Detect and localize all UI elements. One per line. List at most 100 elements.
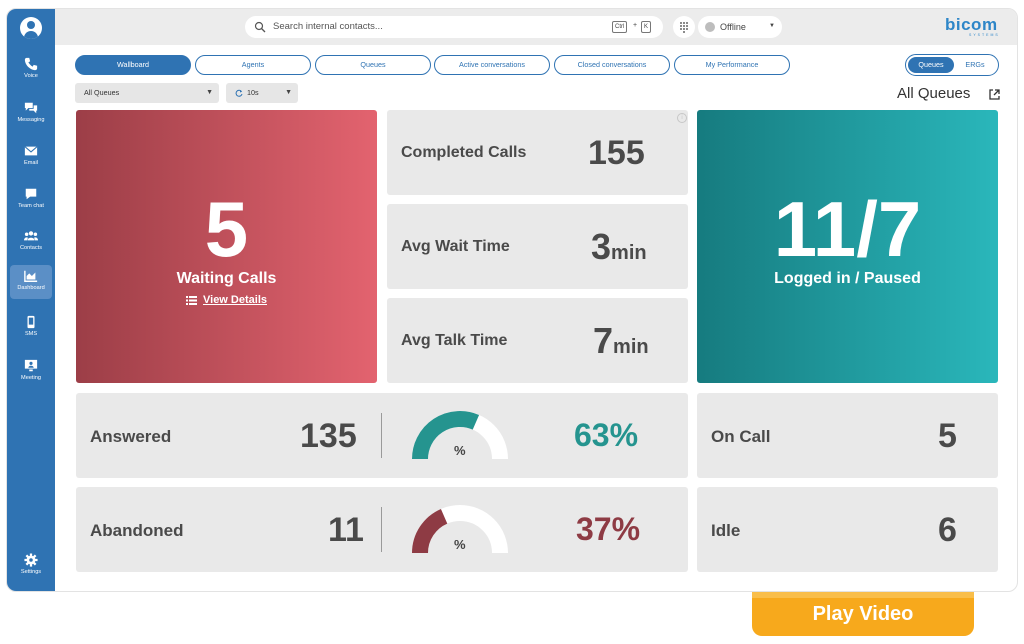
tab-closed-conversations[interactable]: Closed conversations: [554, 55, 670, 75]
status-text: Offline: [720, 22, 746, 32]
abandoned-gauge-fill: [412, 508, 448, 554]
sidebar-item-label: Voice: [24, 73, 38, 79]
search-placeholder: Search internal contacts...: [273, 21, 383, 32]
waiting-calls-value: 5: [204, 185, 249, 273]
avg-wait-time-unit: min: [611, 242, 647, 264]
avg-wait-time-value: 3: [591, 226, 612, 267]
top-bar: Search internal contacts... Ctrl + K Off…: [55, 9, 1017, 45]
abandoned-gauge: [412, 505, 508, 554]
toggle-queues-button[interactable]: Queues: [908, 57, 954, 73]
mobile-phone-icon: [27, 315, 35, 329]
tab-queues[interactable]: Queues: [315, 55, 431, 75]
waiting-calls-card: 5 Waiting Calls View Details: [76, 110, 377, 383]
search-icon: [254, 21, 266, 33]
completed-calls-label: Completed Calls: [401, 144, 527, 161]
queue-select[interactable]: All Queues ▼: [75, 83, 219, 103]
sidebar: Voice Messaging Email Team chat Contacts…: [7, 9, 55, 591]
answered-gauge-fill: [412, 411, 480, 460]
tab-agents[interactable]: Agents: [195, 55, 311, 75]
view-details-link[interactable]: View Details: [76, 294, 377, 306]
sidebar-item-label: Meeting: [21, 375, 41, 381]
answered-gauge-symbol: %: [454, 443, 466, 458]
play-video-button[interactable]: Play Video: [752, 592, 974, 636]
sidebar-item-voice[interactable]: Voice: [10, 53, 52, 87]
on-call-card: On Call 5: [697, 393, 998, 478]
abandoned-value: 11: [328, 511, 364, 549]
search-input[interactable]: Search internal contacts... Ctrl + K: [245, 16, 663, 38]
status-dropdown[interactable]: Offline ▼: [698, 16, 782, 38]
view-details-text: View Details: [203, 294, 267, 306]
sidebar-item-label: Messaging: [17, 117, 45, 123]
sidebar-item-label: SMS: [24, 331, 38, 337]
refresh-interval-value: 10s: [247, 88, 259, 97]
chevron-down-icon: ▼: [206, 89, 213, 96]
people-icon: [24, 231, 38, 241]
sidebar-item-settings[interactable]: Settings: [10, 549, 52, 583]
avg-wait-time-value-wrap: 3min: [591, 226, 647, 268]
on-call-value: 5: [938, 417, 957, 455]
user-avatar[interactable]: [20, 17, 42, 39]
sidebar-item-label: Email: [24, 160, 38, 166]
divider: [381, 507, 382, 552]
shortcut-plus: +: [633, 22, 638, 29]
chevron-down-icon: ▼: [769, 23, 775, 29]
chat-bubbles-icon: [24, 102, 38, 114]
list-icon: [186, 295, 197, 305]
brand-logo: bicom: [945, 15, 998, 34]
sidebar-item-email[interactable]: Email: [10, 140, 52, 174]
tab-wallboard[interactable]: Wallboard: [75, 55, 191, 75]
phone-icon: [24, 57, 38, 71]
app-window: Voice Messaging Email Team chat Contacts…: [6, 8, 1018, 592]
waiting-calls-label: Waiting Calls: [176, 270, 277, 287]
completed-calls-card: Completed Calls 155: [387, 110, 688, 195]
avg-talk-time-value: 7: [593, 320, 614, 361]
envelope-icon: [24, 146, 38, 156]
avg-wait-time-label: Avg Wait Time: [401, 238, 510, 255]
tab-my-performance[interactable]: My Performance: [674, 55, 790, 75]
avg-talk-time-value-wrap: 7min: [593, 320, 649, 362]
status-dot-icon: [705, 22, 715, 32]
monitor-user-icon: [24, 359, 38, 372]
avg-talk-time-label: Avg Talk Time: [401, 332, 508, 349]
abandoned-percent: 37%: [576, 511, 641, 547]
logged-in-label: Logged in / Paused: [774, 270, 921, 287]
sidebar-item-dashboard[interactable]: Dashboard: [10, 265, 52, 299]
avg-wait-time-card: Avg Wait Time 3min: [387, 204, 688, 289]
sidebar-item-label: Settings: [20, 569, 42, 575]
logged-in-value: 11/7: [773, 185, 922, 273]
abandoned-gauge-symbol: %: [454, 537, 466, 552]
abandoned-card: Abandoned 11 % 37%: [76, 487, 688, 572]
sidebar-item-label: Dashboard: [17, 285, 45, 291]
shortcut-ctrl-key: Ctrl: [612, 21, 628, 33]
toggle-ergs-button[interactable]: ERGs: [965, 60, 985, 69]
divider: [381, 413, 382, 458]
idle-label: Idle: [711, 521, 741, 540]
page-title: All Queues: [897, 85, 971, 102]
refresh-interval-select[interactable]: 10s ▼: [226, 83, 298, 103]
sidebar-item-team-chat[interactable]: Team chat: [10, 183, 52, 217]
gear-icon: [24, 553, 38, 567]
on-call-label: On Call: [711, 427, 771, 446]
info-icon[interactable]: i: [677, 113, 687, 123]
sidebar-item-sms[interactable]: SMS: [10, 311, 52, 345]
dialpad-button[interactable]: [673, 16, 695, 38]
external-link-icon[interactable]: [989, 89, 1000, 100]
sidebar-item-messaging[interactable]: Messaging: [10, 97, 52, 131]
idle-value: 6: [938, 511, 957, 549]
answered-gauge: [412, 411, 508, 460]
sidebar-item-meeting[interactable]: Meeting: [10, 355, 52, 389]
shortcut-k-key: K: [641, 21, 652, 33]
avg-talk-time-unit: min: [613, 336, 649, 358]
chevron-down-icon: ▼: [285, 89, 292, 96]
avg-talk-time-card: Avg Talk Time 7min: [387, 298, 688, 383]
idle-card: Idle 6: [697, 487, 998, 572]
abandoned-label: Abandoned: [90, 521, 184, 540]
sidebar-item-label: Contacts: [19, 245, 43, 251]
refresh-icon: [235, 89, 243, 97]
answered-card: Answered 135 % 63%: [76, 393, 688, 478]
sidebar-item-contacts[interactable]: Contacts: [10, 225, 52, 259]
tab-active-conversations[interactable]: Active conversations: [434, 55, 550, 75]
answered-label: Answered: [90, 427, 172, 446]
chat-bubble-icon: [25, 188, 37, 200]
queue-select-value: All Queues: [84, 88, 120, 97]
